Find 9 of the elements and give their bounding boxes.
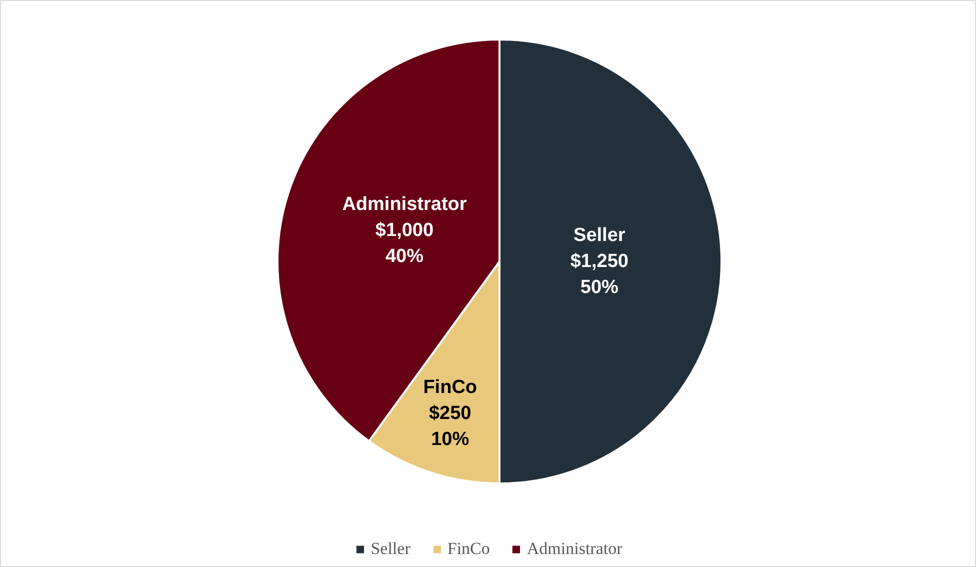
- slice-label: Seller: [574, 225, 626, 246]
- slice-label: Administrator: [342, 194, 468, 216]
- legend-label: Administrator: [526, 539, 622, 559]
- legend-label: FinCo: [447, 539, 490, 559]
- legend-label: Seller: [370, 539, 410, 559]
- data-label: $1,250 50%: [570, 251, 628, 298]
- data-label: $250 10%: [428, 403, 472, 450]
- slice-label: FinCo: [423, 377, 478, 398]
- data-label: $1,000 40%: [375, 220, 434, 268]
